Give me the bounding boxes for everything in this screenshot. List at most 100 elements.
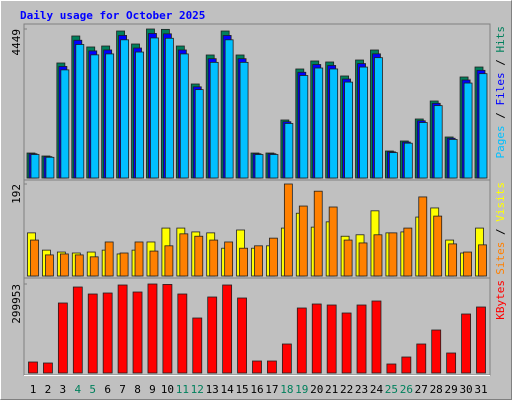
bar [299,75,309,179]
x-tick-label: 30 [459,383,472,396]
x-tick-label: 18 [280,383,293,396]
bar [149,250,159,277]
x-tick-label: 17 [265,383,278,396]
bar [358,242,368,277]
legend-entry: KBytes [494,280,507,320]
bar [386,363,397,374]
plot-area [23,277,491,376]
y-tick-label: 192 [10,184,23,204]
legend: Pages / Files / Hits [494,26,507,159]
bar [283,183,293,277]
bar [463,82,473,179]
bar [239,61,249,179]
x-tick-label: 15 [235,383,248,396]
x-tick-label: 21 [325,383,338,396]
x-tick-label: 3 [60,383,67,396]
bar [194,235,204,277]
bar [433,105,443,179]
bar [30,154,40,179]
bar [371,300,382,374]
bar [90,54,100,179]
bar [326,304,337,374]
bar [28,361,38,374]
x-tick-label: 27 [415,383,428,396]
bar [416,343,427,374]
legend-entry: Files [494,72,507,105]
bar [237,297,247,374]
x-tick-label: 22 [340,383,353,396]
legend-entry: Pages [494,125,507,158]
legend: Sites / Visits [494,182,507,275]
legend-separator: / [494,222,507,242]
bar [284,123,294,179]
x-tick-label: 7 [119,383,126,396]
bar [45,254,54,277]
bar [296,307,307,374]
bar [119,252,129,277]
bar [343,239,353,277]
bar [207,296,218,374]
bar [194,89,204,179]
bar [117,284,128,374]
bar [164,37,174,179]
bar [401,356,412,374]
bar [162,284,173,374]
bar [269,237,278,277]
bar [224,241,234,277]
legend-entry: Hits [494,26,507,53]
x-tick-label: 28 [430,383,443,396]
bar [224,39,234,179]
x-tick-label: 10 [161,383,174,396]
bar [177,293,188,374]
bar [418,122,428,179]
x-tick-label: 13 [206,383,219,396]
bar [267,360,277,374]
bar [87,293,98,374]
bar [75,44,85,179]
bar [418,196,428,277]
bar [239,247,248,277]
x-tick-label: 25 [385,383,398,396]
bar [120,39,129,179]
bar [433,215,443,277]
bar [179,53,189,179]
bar [104,241,114,277]
bar [356,304,367,374]
bar [314,67,324,179]
bar [222,284,233,374]
bar [448,243,458,277]
legend: KBytes [494,280,507,320]
x-tick-label: 4 [74,383,81,396]
x-tick-label: 20 [310,383,323,396]
bar [478,73,488,179]
x-tick-label: 5 [89,383,96,396]
bar [359,66,368,179]
bar [403,142,413,179]
bar [147,283,158,374]
bar [105,53,115,179]
bar [179,233,189,277]
bar [57,302,68,374]
bar [448,139,458,179]
y-tick-label: 4449 [10,29,23,56]
x-tick-label: 19 [295,383,308,396]
bar [59,253,69,277]
bar [89,256,99,277]
bar [43,362,53,374]
x-tick-label: 1 [30,383,37,396]
bar [60,69,70,179]
bar [298,205,308,277]
bar [192,317,203,374]
bar [209,61,219,179]
bar [463,251,472,277]
bar [341,312,352,374]
legend-entry: Visits [494,182,507,222]
bar [252,360,262,374]
legend-entry: Sites [494,242,507,275]
bar [45,156,55,179]
bar [164,245,174,277]
chart-title: Daily usage for October 2025 [20,9,205,22]
bar [281,343,292,374]
bar [388,232,398,277]
